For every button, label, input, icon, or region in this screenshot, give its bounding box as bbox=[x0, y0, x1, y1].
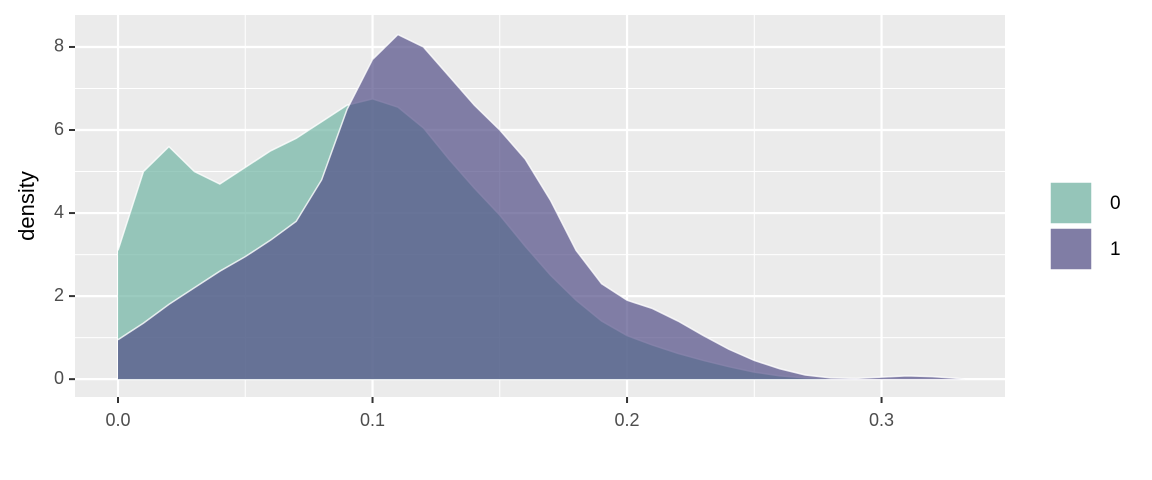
legend-key bbox=[1049, 181, 1093, 225]
y-axis-label: density bbox=[14, 171, 39, 241]
legend-label: 0 bbox=[1110, 193, 1121, 214]
x-tick-label: 0.0 bbox=[105, 410, 130, 430]
x-tick-label: 0.3 bbox=[869, 410, 894, 430]
y-tick-label: 6 bbox=[54, 119, 64, 139]
y-tick-label: 4 bbox=[54, 202, 64, 222]
density-area bbox=[118, 34, 966, 380]
y-tick-label: 8 bbox=[54, 36, 64, 56]
legend-label: 1 bbox=[1110, 239, 1121, 260]
x-tick-label: 0.2 bbox=[615, 410, 640, 430]
y-tick-label: 0 bbox=[54, 368, 64, 388]
density-line bbox=[117, 33, 966, 380]
y-tick-label: 2 bbox=[54, 285, 64, 305]
legend-key bbox=[1049, 227, 1093, 271]
x-tick-label: 0.1 bbox=[360, 410, 385, 430]
